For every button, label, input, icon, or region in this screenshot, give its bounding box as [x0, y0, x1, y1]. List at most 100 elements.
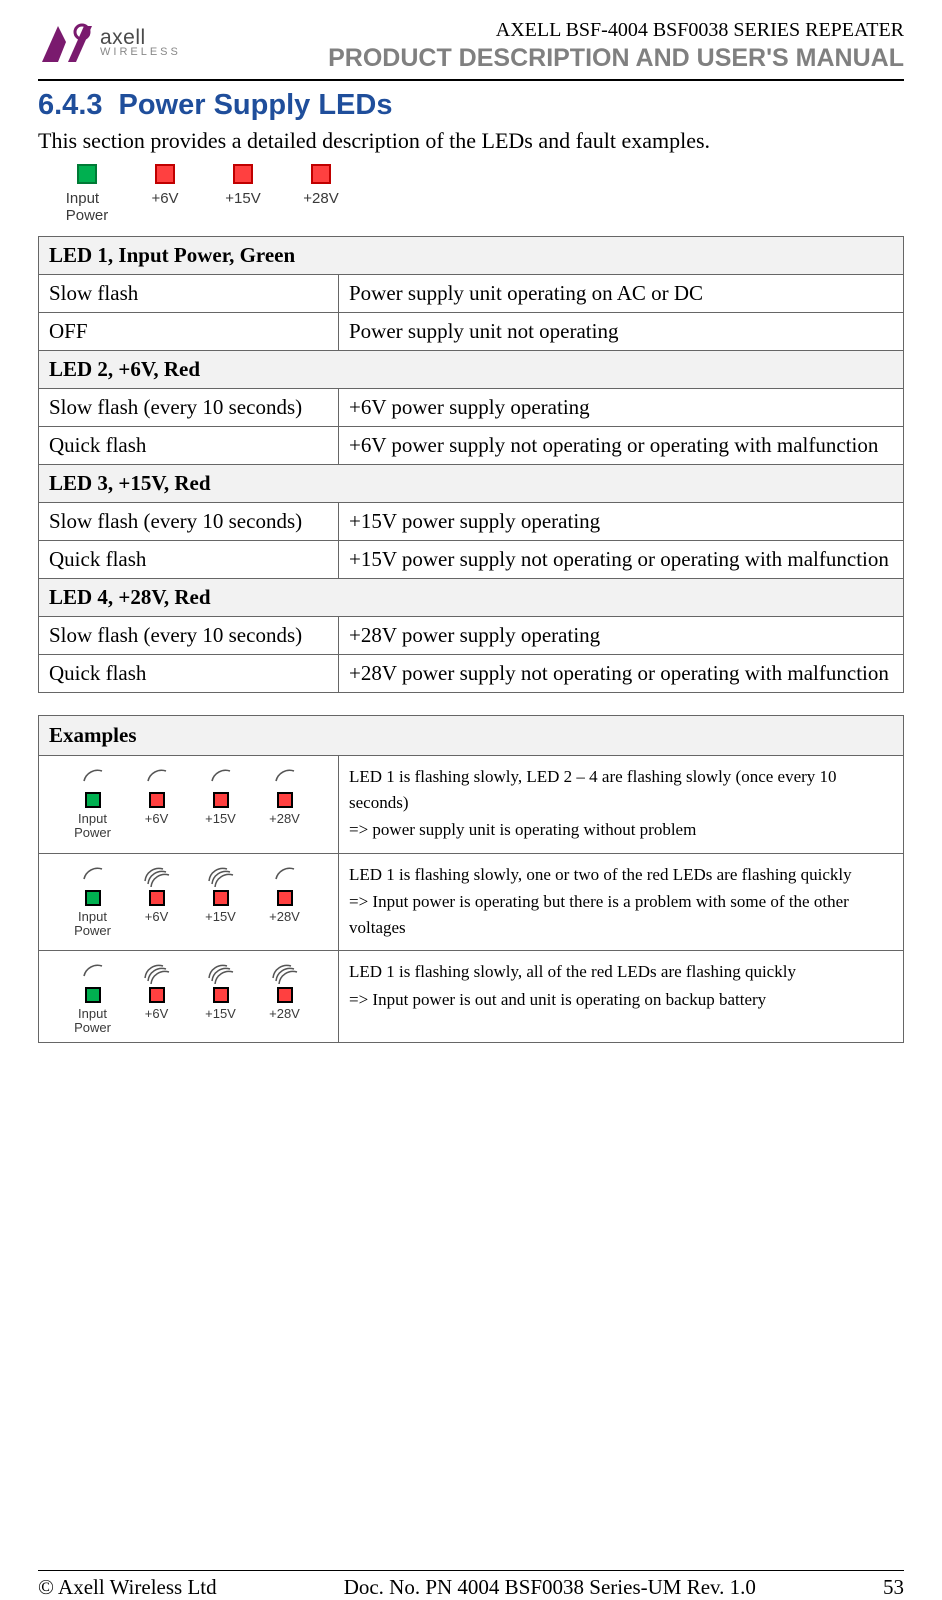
spec-desc: Power supply unit operating on AC or DC	[339, 275, 904, 313]
example-led-column: +28V	[260, 957, 310, 1036]
quick-flash-icon	[137, 860, 177, 888]
led-label: InputPower	[74, 910, 111, 939]
spec-desc: +6V power supply operating	[339, 389, 904, 427]
footer-left: © Axell Wireless Ltd	[38, 1575, 217, 1600]
example-led-column: +15V	[196, 762, 246, 841]
spec-state: Slow flash (every 10 seconds)	[39, 389, 339, 427]
spec-section-header: LED 3, +15V, Red	[39, 465, 904, 503]
table-row: Slow flash (every 10 seconds)+28V power …	[39, 617, 904, 655]
examples-table: Examples InputPower +6V +15V +28V LED 1 is fl…	[38, 715, 904, 1043]
logo-text-block: axell WIRELESS	[100, 26, 181, 58]
led-label: +15V	[225, 190, 260, 207]
slow-flash-icon	[73, 762, 113, 790]
header-rule	[38, 79, 904, 81]
led-item: +15V	[214, 164, 272, 207]
led-box-icon	[149, 890, 165, 906]
led-box-icon	[149, 987, 165, 1003]
doc-subtitle: PRODUCT DESCRIPTION AND USER'S MANUAL	[328, 44, 904, 73]
quick-flash-icon	[137, 957, 177, 985]
footer-center: Doc. No. PN 4004 BSF0038 Series-UM Rev. …	[344, 1575, 756, 1600]
table-row: Slow flash (every 10 seconds)+6V power s…	[39, 389, 904, 427]
led-label: InputPower	[66, 190, 109, 224]
spec-section-header: LED 1, Input Power, Green	[39, 237, 904, 275]
doc-title: AXELL BSF-4004 BSF0038 SERIES REPEATER	[328, 18, 904, 42]
spec-state: Slow flash (every 10 seconds)	[39, 503, 339, 541]
example-line: LED 1 is flashing slowly, LED 2 – 4 are …	[349, 764, 893, 815]
logo: axell WIRELESS	[38, 18, 181, 66]
example-led-column: +28V	[260, 860, 310, 939]
section-title: Power Supply LEDs	[119, 89, 393, 121]
spec-desc: +15V power supply not operating or opera…	[339, 541, 904, 579]
page-footer: © Axell Wireless Ltd Doc. No. PN 4004 BS…	[38, 1570, 904, 1600]
section-intro: This section provides a detailed descrip…	[38, 128, 904, 154]
led-box-icon	[85, 987, 101, 1003]
led-item: +28V	[292, 164, 350, 207]
led-box-icon	[213, 987, 229, 1003]
led-label: +28V	[269, 812, 300, 826]
spec-state: OFF	[39, 313, 339, 351]
example-description: LED 1 is flashing slowly, all of the red…	[339, 951, 904, 1043]
slow-flash-icon	[265, 860, 305, 888]
spec-state: Quick flash	[39, 427, 339, 465]
table-row: Quick flash+15V power supply not operati…	[39, 541, 904, 579]
led-label: +6V	[145, 812, 169, 826]
header-right: AXELL BSF-4004 BSF0038 SERIES REPEATER P…	[328, 18, 904, 73]
led-label: +28V	[269, 1007, 300, 1021]
example-diagram: InputPower +6V +15V +28V	[39, 756, 339, 854]
example-diagram: InputPower+6V+15V+28V	[39, 853, 339, 951]
table-row: Slow flash (every 10 seconds)+15V power …	[39, 503, 904, 541]
example-line: LED 1 is flashing slowly, one or two of …	[349, 862, 893, 888]
spec-desc: +28V power supply not operating or opera…	[339, 655, 904, 693]
led-box-icon	[277, 987, 293, 1003]
table-row: Slow flashPower supply unit operating on…	[39, 275, 904, 313]
table-row: Quick flash+28V power supply not operati…	[39, 655, 904, 693]
example-led-column: +6V	[132, 762, 182, 841]
example-led-column: +6V	[132, 957, 182, 1036]
footer-page: 53	[883, 1575, 904, 1600]
spec-state: Quick flash	[39, 541, 339, 579]
led-box-icon	[155, 164, 175, 184]
led-box-icon	[213, 792, 229, 808]
slow-flash-icon	[137, 762, 177, 790]
led-label: +15V	[205, 910, 236, 924]
spec-section-header: LED 2, +6V, Red	[39, 351, 904, 389]
spec-section-header: LED 4, +28V, Red	[39, 579, 904, 617]
led-item: +6V	[136, 164, 194, 207]
led-box-icon	[233, 164, 253, 184]
led-box-icon	[85, 792, 101, 808]
led-box-icon	[277, 792, 293, 808]
led-label: InputPower	[74, 812, 111, 841]
slow-flash-icon	[201, 762, 241, 790]
section-heading: 6.4.3 Power Supply LEDs	[38, 89, 904, 122]
example-led-column: +28V	[260, 762, 310, 841]
example-led-column: InputPower	[68, 860, 118, 939]
examples-header: Examples	[39, 716, 904, 756]
quick-flash-icon	[201, 957, 241, 985]
spec-desc: Power supply unit not operating	[339, 313, 904, 351]
led-box-icon	[213, 890, 229, 906]
logo-mark-icon	[38, 18, 96, 66]
slow-flash-icon	[73, 957, 113, 985]
led-label: +28V	[269, 910, 300, 924]
logo-subtext: WIRELESS	[100, 46, 181, 58]
led-box-icon	[77, 164, 97, 184]
example-diagram: InputPower+6V+15V+28V	[39, 951, 339, 1043]
example-description: LED 1 is flashing slowly, one or two of …	[339, 853, 904, 951]
table-row: InputPower+6V+15V+28VLED 1 is flashing s…	[39, 853, 904, 951]
example-line: => Input power is out and unit is operat…	[349, 987, 893, 1013]
example-line: => power supply unit is operating withou…	[349, 817, 893, 843]
example-line: LED 1 is flashing slowly, all of the red…	[349, 959, 893, 985]
page-header: axell WIRELESS AXELL BSF-4004 BSF0038 SE…	[38, 18, 904, 73]
spec-state: Slow flash (every 10 seconds)	[39, 617, 339, 655]
example-led-column: +15V	[196, 957, 246, 1036]
table-row: OFFPower supply unit not operating	[39, 313, 904, 351]
led-label: +6V	[145, 1007, 169, 1021]
spec-state: Quick flash	[39, 655, 339, 693]
slow-flash-icon	[265, 762, 305, 790]
led-box-icon	[149, 792, 165, 808]
spec-state: Slow flash	[39, 275, 339, 313]
table-row: Quick flash+6V power supply not operatin…	[39, 427, 904, 465]
quick-flash-icon	[201, 860, 241, 888]
led-item: InputPower	[58, 164, 116, 224]
section-number: 6.4.3	[38, 89, 103, 121]
